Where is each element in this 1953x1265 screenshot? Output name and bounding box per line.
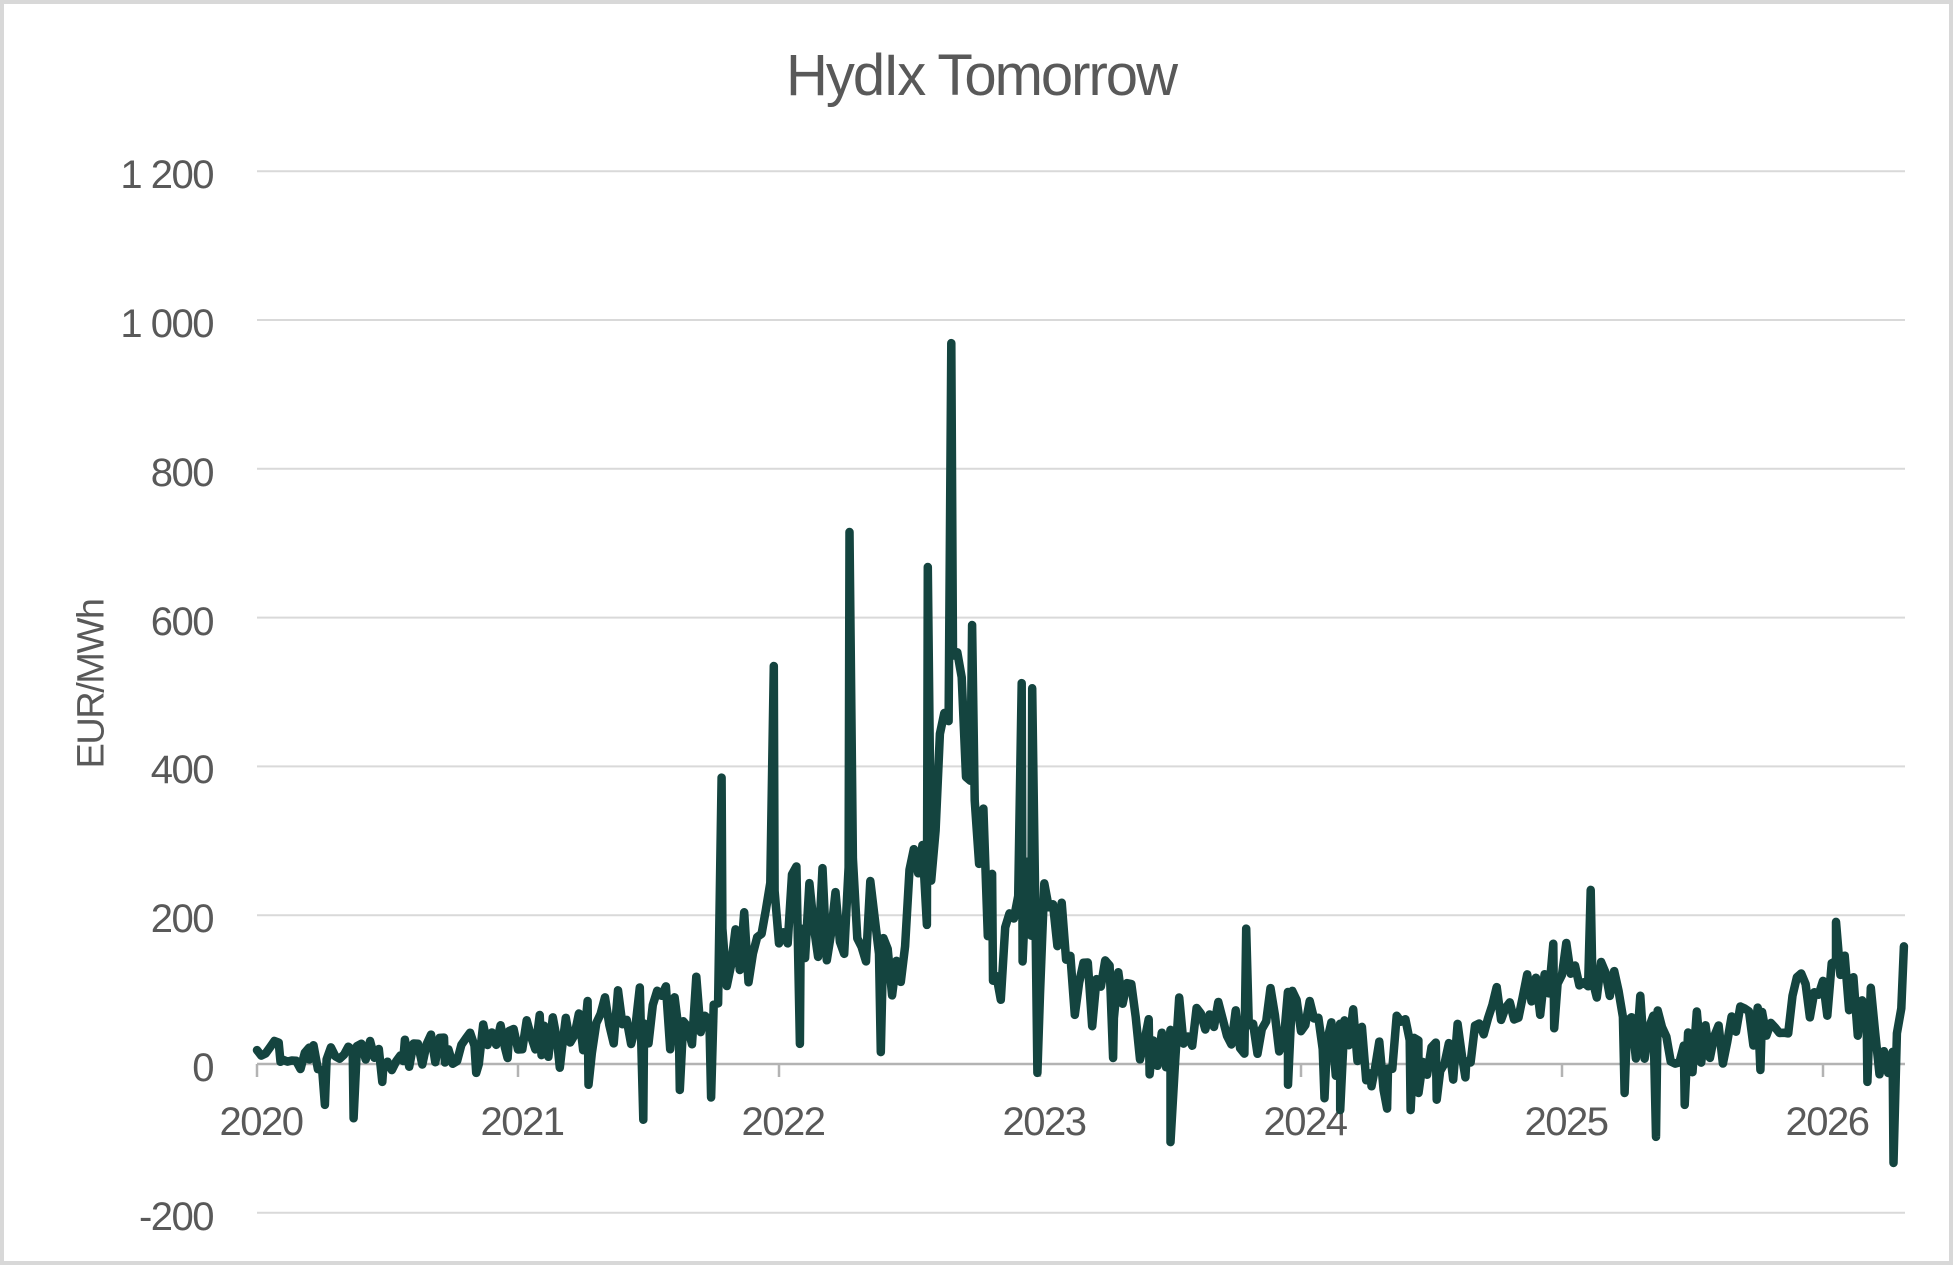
- chart-title: HydIx Tomorrow: [786, 43, 1178, 108]
- price-series-line: [252, 338, 1909, 1168]
- x-tick-label: 2026: [1785, 1100, 1870, 1144]
- y-tick-label: 200: [150, 897, 215, 941]
- x-tick-label: 2023: [1002, 1100, 1087, 1144]
- x-tick-label: 2021: [480, 1100, 565, 1144]
- y-tick-label: 1 000: [120, 302, 214, 346]
- y-tick-label: 800: [150, 451, 215, 495]
- y-tick-label: -200: [138, 1195, 215, 1239]
- chart-canvas: [252, 170, 1909, 1214]
- y-tick-label: 400: [150, 748, 215, 792]
- x-tick-label: 2025: [1524, 1100, 1609, 1144]
- x-tick-label: 2022: [741, 1100, 826, 1144]
- x-tick-label: 2020: [219, 1100, 304, 1144]
- x-tick-label: 2024: [1263, 1100, 1348, 1144]
- y-tick-label: 1 200: [120, 153, 214, 197]
- y-tick-label: 0: [192, 1046, 214, 1090]
- y-tick-label: 600: [150, 600, 215, 644]
